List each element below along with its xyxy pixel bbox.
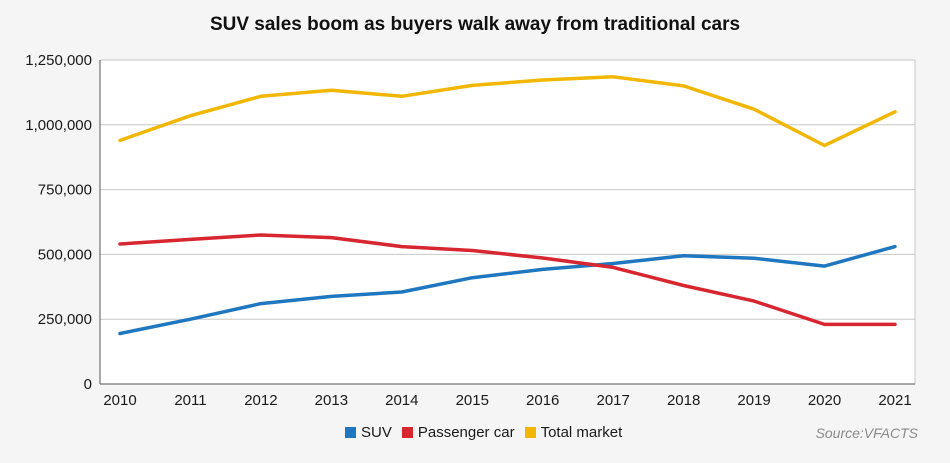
series-group: [118, 75, 897, 336]
x-tick-label: 2019: [737, 392, 770, 409]
x-tick-label: 2020: [808, 392, 841, 409]
series-line-passenger-car: [118, 233, 897, 327]
y-tick-label: 750,000: [38, 182, 92, 199]
x-tick-label: 2016: [526, 392, 559, 409]
y-tick-label: 1,000,000: [25, 117, 92, 134]
legend-item: Passenger car: [401, 424, 515, 441]
legend: SUV Passenger car Total market: [345, 424, 622, 441]
legend-swatch: [524, 427, 536, 438]
x-tick-label: 2015: [456, 392, 489, 409]
series-line-total-market: [118, 75, 897, 148]
y-tick-label: 250,000: [38, 311, 92, 328]
legend-item: Total market: [524, 424, 623, 441]
x-tick-label: 2018: [667, 392, 700, 409]
series-line-suv: [118, 244, 897, 336]
x-tick-label: 2021: [878, 392, 911, 409]
y-tick-label: 500,000: [38, 246, 92, 263]
y-tick-label: 0: [84, 376, 92, 393]
legend-label: Passenger car: [417, 424, 515, 441]
x-tick-label: 2012: [244, 392, 277, 409]
legend-label: Total market: [540, 424, 623, 441]
chart-title: SUV sales boom as buyers walk away from …: [209, 14, 741, 35]
legend-swatch: [345, 427, 356, 438]
x-tick-label: 2014: [385, 392, 418, 409]
legend-label: SUV: [361, 424, 392, 441]
source-note: Source:VFACTS: [815, 425, 918, 441]
y-tick-label: 1,250,000: [25, 52, 92, 69]
legend-item: SUV: [345, 424, 392, 441]
x-tick-label: 2017: [596, 392, 629, 409]
x-tick-label: 2011: [174, 392, 206, 409]
x-tick-label: 2013: [315, 392, 348, 409]
legend-swatch: [401, 427, 413, 438]
x-tick-label: 2010: [103, 392, 136, 409]
axes: 0 250,000 500,000 750,000 1,000,000 1,250,000…: [25, 52, 916, 409]
plot-area: [100, 60, 915, 384]
